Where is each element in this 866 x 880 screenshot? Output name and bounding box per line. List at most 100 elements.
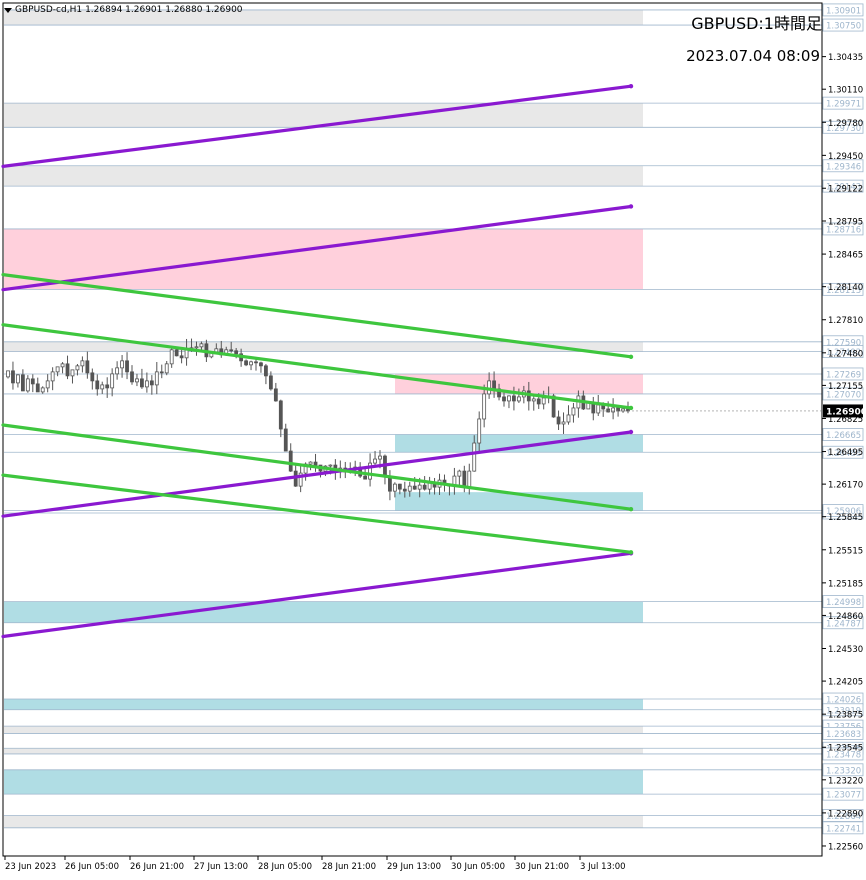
level-tag-box — [822, 445, 864, 459]
candle-body — [472, 442, 477, 472]
chart-info-datetime: 2023.07.04 08:09 — [686, 47, 820, 65]
candle-body — [194, 346, 199, 349]
level-tag: 1.24998 — [826, 598, 861, 608]
zone-grey — [4, 815, 643, 828]
trendline-endpoint — [628, 506, 634, 512]
candle-body — [6, 370, 10, 378]
candle-body — [477, 418, 482, 444]
y-tick-label: 1.24205 — [828, 678, 863, 688]
ohlc-values: 1.26894 1.26901 1.26880 1.26900 — [85, 5, 243, 15]
y-tick-label: 1.22890 — [828, 809, 863, 819]
candle-body — [422, 484, 427, 490]
candle-body — [25, 378, 30, 392]
trendline-green — [1, 473, 633, 554]
candle-body — [179, 355, 184, 359]
candle-body — [566, 414, 571, 423]
candle-body — [80, 360, 85, 367]
y-tick-label: 1.23545 — [828, 744, 863, 754]
y-tick-label: 1.24860 — [828, 612, 863, 622]
y-tick-label: 1.25845 — [828, 513, 863, 523]
candle-body — [606, 408, 611, 413]
level-tag-box — [822, 821, 864, 835]
candle-body — [457, 470, 462, 477]
candle-body — [536, 398, 541, 405]
y-tick-label: 1.30435 — [828, 53, 863, 63]
y-tick-label: 1.30110 — [828, 86, 863, 96]
candle-body — [273, 388, 278, 402]
level-tag: 1.23320 — [826, 766, 861, 776]
candle-body — [144, 380, 149, 388]
zone-blue — [4, 601, 643, 623]
level-tag: 1.28716 — [826, 225, 861, 235]
level-tag: 1.27492 — [826, 348, 861, 358]
candle-body — [90, 372, 95, 382]
y-tick-label: 1.26825 — [828, 415, 863, 425]
level-tag: 1.29346 — [826, 162, 861, 172]
candle-body — [244, 360, 248, 366]
zone-pink — [395, 373, 643, 394]
candle-body — [283, 428, 288, 452]
candle-body — [110, 373, 115, 389]
symbol-header[interactable]: GBPUSD-cd,H1 1.26894 1.26901 1.26880 1.2… — [4, 5, 243, 15]
level-tag-box — [822, 159, 864, 173]
candle-body — [388, 476, 392, 492]
candle-body — [313, 461, 318, 466]
zone-blue — [4, 769, 643, 795]
candle-body — [268, 375, 273, 390]
candle-body — [30, 378, 35, 385]
zone-grey — [4, 748, 643, 754]
symbol-label: GBPUSD-cd,H1 — [15, 5, 83, 15]
candle-body — [516, 396, 521, 402]
candle-body — [174, 349, 179, 357]
candle-body — [11, 370, 15, 384]
candle-body — [75, 365, 80, 371]
zone-blue — [4, 699, 643, 710]
level-tag-box — [822, 179, 864, 193]
level-tag: 1.27269 — [826, 370, 861, 380]
zone-grey — [4, 341, 643, 352]
current-price-label: 1.26900 — [826, 407, 866, 417]
candle-body — [20, 374, 25, 392]
level-tag: 1.22741 — [826, 824, 861, 834]
level-tag-box — [822, 222, 864, 236]
candle-body — [125, 360, 129, 373]
trendline-purple — [1, 84, 633, 168]
candle-body — [234, 350, 239, 355]
level-tag-box — [822, 18, 864, 32]
level-tag-box — [822, 763, 864, 777]
level-tag: 1.23478 — [826, 750, 861, 760]
y-tick-label: 1.23220 — [828, 776, 863, 786]
level-tag-box — [822, 703, 864, 717]
trendline-purple — [1, 204, 633, 292]
candle-body — [135, 378, 139, 383]
candle-body — [462, 470, 467, 488]
candle-body — [115, 367, 120, 375]
candle-body — [621, 408, 625, 412]
candle-body — [368, 462, 372, 480]
dropdown-triangle-icon[interactable] — [4, 7, 12, 13]
level-tag: 1.27070 — [826, 390, 861, 400]
candle-body — [556, 416, 561, 425]
y-tick-label: 1.29122 — [828, 185, 863, 195]
x-tick-label: 30 Jun 21:00 — [515, 862, 569, 872]
y-tick-label: 1.29780 — [828, 119, 863, 129]
level-tag-box — [822, 787, 864, 801]
candle-body — [571, 407, 576, 416]
x-tick-label: 27 Jun 13:00 — [194, 862, 248, 872]
level-tag: 1.23683 — [826, 730, 861, 740]
candle-body — [561, 421, 566, 425]
candle-body — [402, 488, 407, 492]
level-tag: 1.22864 — [826, 812, 861, 822]
trendline-green — [1, 423, 633, 511]
candle-body — [407, 485, 412, 492]
y-tick-label: 1.27155 — [828, 382, 863, 392]
level-tag: 1.30901 — [826, 6, 861, 16]
level-tag-box — [822, 747, 864, 761]
candle-body — [328, 464, 333, 467]
level-tag: 1.26665 — [826, 431, 861, 441]
current-price-tag — [823, 404, 863, 418]
candle-body — [492, 380, 496, 390]
trendline-endpoint — [628, 405, 634, 411]
level-tag: 1.30750 — [826, 22, 861, 32]
